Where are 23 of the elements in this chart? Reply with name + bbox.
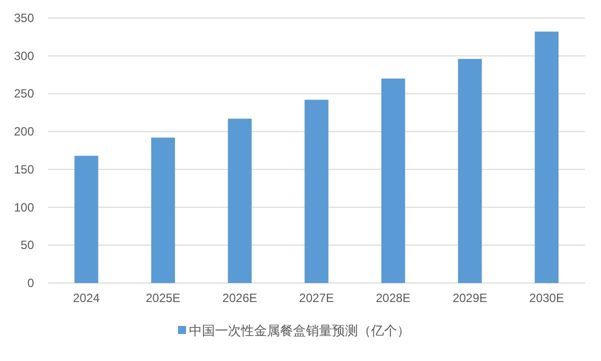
y-tick-label: 50: [20, 238, 34, 252]
x-tick-label: 2024: [73, 291, 100, 305]
x-tick-label: 2027E: [299, 291, 334, 305]
y-tick-label: 100: [14, 200, 34, 214]
bar: [458, 58, 482, 283]
y-tick-label: 250: [14, 86, 34, 101]
x-tick-label: 2028E: [376, 291, 411, 305]
bar: [74, 156, 98, 283]
y-tick-label: 350: [14, 11, 34, 25]
bar: [151, 138, 175, 283]
bar: [381, 78, 406, 283]
bar: [534, 32, 559, 283]
y-tick-label: 300: [14, 48, 34, 63]
x-tick-label: 2030E: [529, 291, 564, 305]
x-tick-label: 2026E: [222, 291, 258, 305]
x-tick-label: 2029E: [452, 291, 488, 305]
x-tick-label: 2025E: [146, 291, 180, 305]
bar: [228, 118, 252, 283]
legend-label: 中国一次性金属餐盒销量预测（亿个）: [189, 323, 410, 338]
y-tick-label: 150: [14, 162, 34, 176]
y-tick-label: 0: [27, 276, 34, 290]
y-tick-label: 200: [14, 124, 34, 139]
bar: [304, 100, 328, 283]
